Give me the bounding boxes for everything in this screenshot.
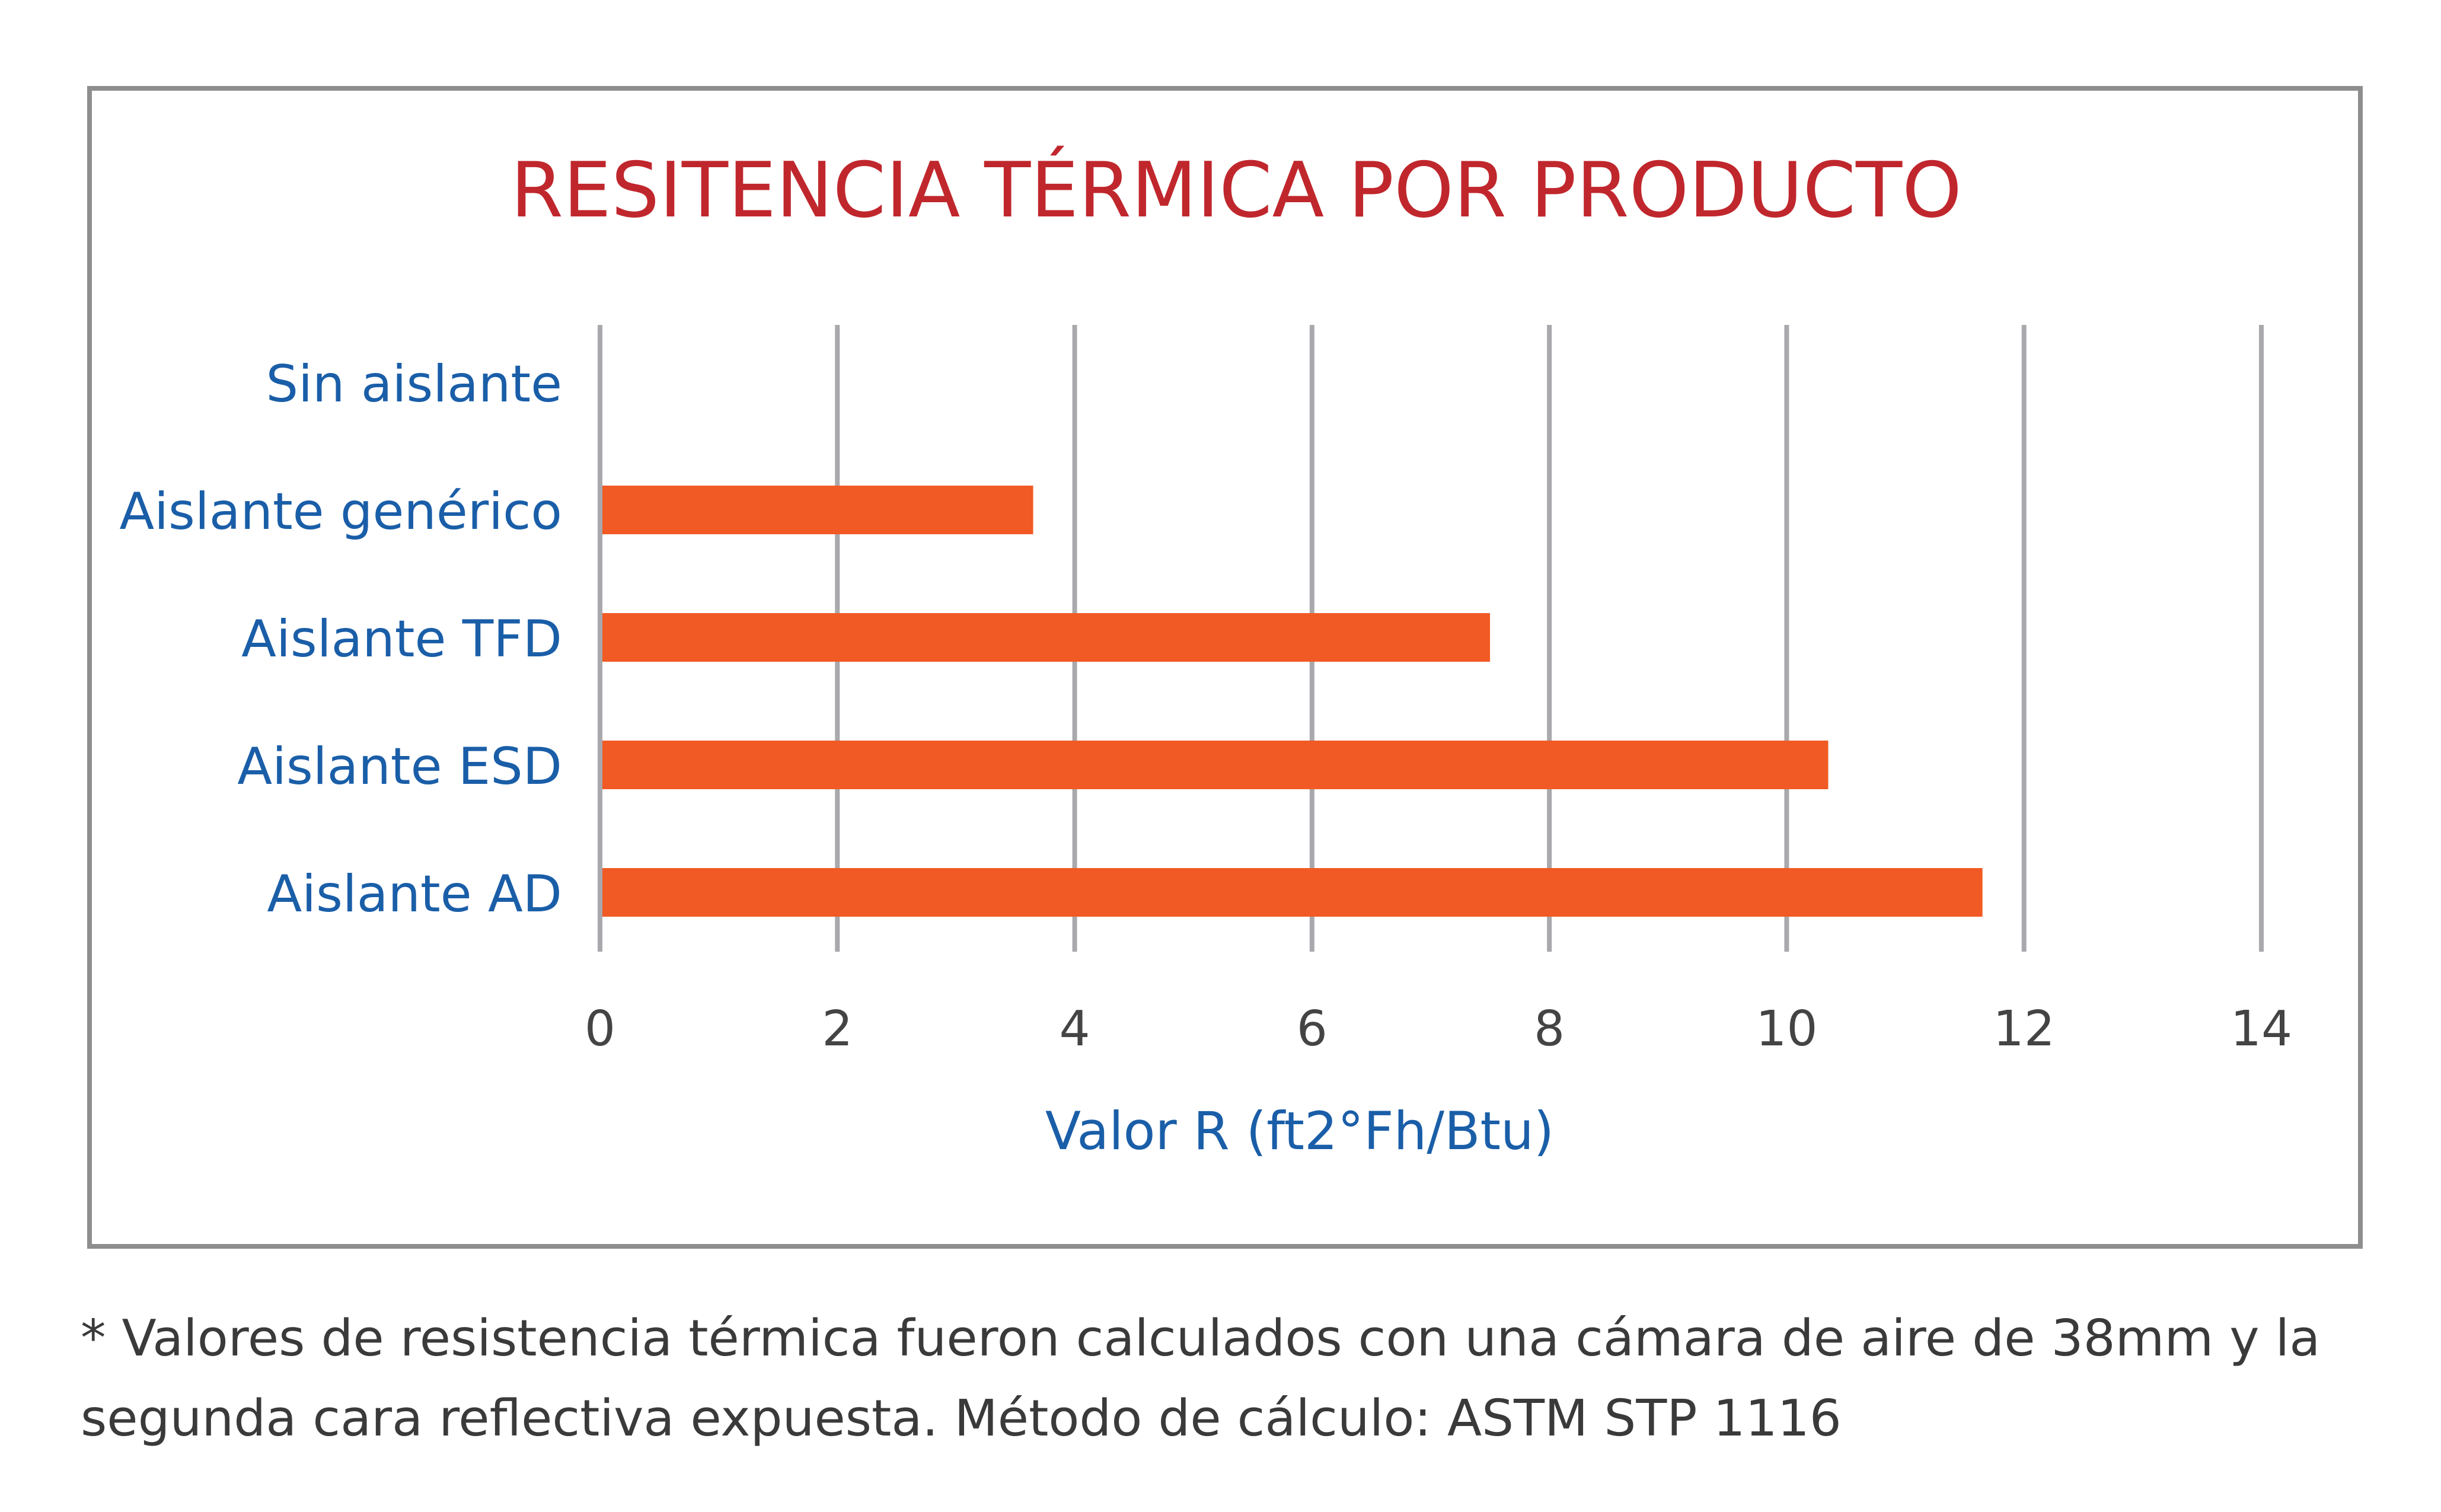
bar-2: [602, 613, 1491, 662]
chart-frame: [87, 86, 2363, 1249]
x-axis-title: Valor R (ft2°Fh/Btu): [1045, 1100, 1554, 1162]
footnote: * Valores de resistencia térmica fueron …: [81, 1299, 2334, 1459]
x-tick-label: 0: [585, 1001, 615, 1057]
x-tick-label: 10: [1756, 1001, 1817, 1057]
x-tick-labels: 0 2 4 6 8 10 12 14: [585, 1001, 2292, 1057]
bar-3: [602, 741, 1829, 789]
category-label: Aislante AD: [267, 865, 562, 924]
x-tick-label: 8: [1534, 1001, 1565, 1057]
bar-1: [602, 486, 1033, 534]
gridlines: [598, 325, 2264, 952]
bar-4: [602, 868, 1983, 917]
x-tick-label: 12: [1993, 1001, 2055, 1057]
category-label: Aislante genérico: [119, 482, 562, 541]
category-label: Aislante TFD: [241, 610, 562, 669]
category-labels: Sin aislante Aislante genérico Aislante TF…: [119, 355, 562, 924]
category-label: Sin aislante: [266, 355, 562, 414]
x-tick-label: 14: [2231, 1001, 2292, 1057]
bars: [602, 486, 1983, 917]
footnote-line-1: * Valores de resistencia térmica fueron …: [81, 1309, 2321, 1368]
x-tick-label: 4: [1059, 1001, 1090, 1057]
x-tick-label: 2: [822, 1001, 853, 1057]
chart-title: RESITENCIA TÉRMICA POR PRODUCTO: [510, 146, 1962, 235]
category-label: Aislante ESD: [237, 737, 562, 796]
x-tick-label: 6: [1297, 1001, 1328, 1057]
footnote-line-2: segunda cara reflectiva expuesta. Método…: [81, 1389, 1842, 1448]
